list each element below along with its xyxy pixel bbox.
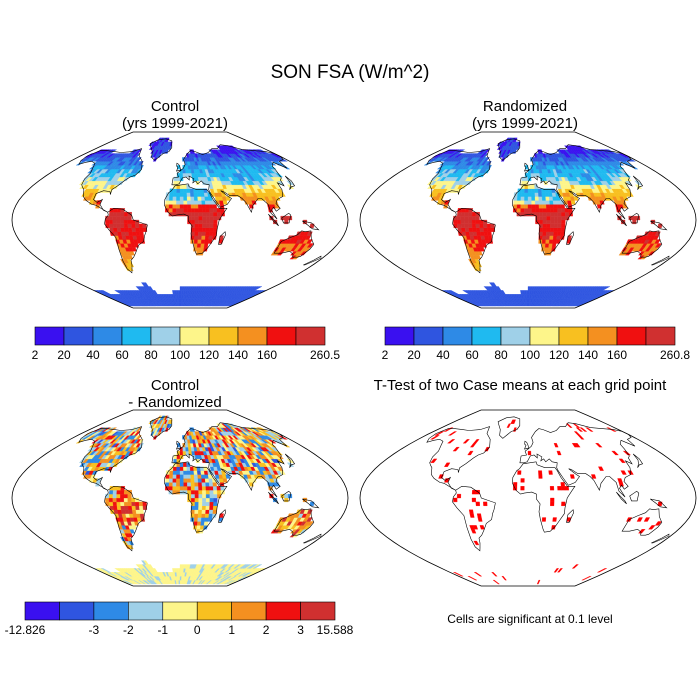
panel-title-line: (yrs 1999-2021) bbox=[472, 115, 578, 132]
panel-title-line: T-Test of two Case means at each grid po… bbox=[373, 377, 667, 394]
map-diff bbox=[11, 409, 349, 587]
colorbar-label: 20 bbox=[407, 348, 421, 362]
colorbar-box bbox=[558, 326, 589, 346]
map-frame bbox=[359, 409, 697, 587]
colorbar-label: 140 bbox=[228, 348, 248, 362]
colorbar-box bbox=[295, 326, 326, 346]
colorbar-label: 60 bbox=[115, 348, 129, 362]
colorbar-box bbox=[266, 326, 297, 346]
colorbar-label: -12.826 bbox=[5, 623, 46, 637]
colorbar-box bbox=[196, 601, 232, 621]
colorbar-box bbox=[162, 601, 198, 621]
colorbar-box bbox=[179, 326, 210, 346]
colorbar-label: 20 bbox=[57, 348, 71, 362]
colorbar-box bbox=[413, 326, 444, 346]
colorbar-label: 40 bbox=[86, 348, 100, 362]
colorbar-box bbox=[616, 326, 647, 346]
coastlines bbox=[426, 416, 670, 552]
map-cells bbox=[75, 137, 315, 307]
colorbar-label: 120 bbox=[549, 348, 569, 362]
coastlines bbox=[78, 138, 322, 274]
colorbar-label: -1 bbox=[157, 623, 168, 637]
colorbar-box bbox=[265, 601, 301, 621]
colorbar-label: 160 bbox=[607, 348, 627, 362]
colorbar-box bbox=[24, 601, 60, 621]
colorbar-box bbox=[121, 326, 152, 346]
colorbar-box bbox=[384, 326, 415, 346]
coastlines bbox=[78, 416, 322, 552]
panel-title-control: Control (yrs 1999-2021) bbox=[45, 98, 305, 132]
panel-title-diff: Control - Randomized bbox=[45, 377, 305, 411]
colorbar-box bbox=[128, 601, 164, 621]
colorbar-label: 80 bbox=[494, 348, 508, 362]
map-frame bbox=[359, 131, 697, 309]
colorbar-label: 60 bbox=[465, 348, 479, 362]
panel-title-ttest: T-Test of two Case means at each grid po… bbox=[345, 377, 695, 394]
colorbar-label: -2 bbox=[123, 623, 134, 637]
colorbar-label: 15.588 bbox=[317, 623, 354, 637]
colorbar-box bbox=[92, 326, 123, 346]
map-frame bbox=[11, 131, 349, 309]
colorbar-label: 2 bbox=[32, 348, 39, 362]
map-cells bbox=[429, 419, 663, 585]
colorbar-label: 260.5 bbox=[310, 348, 340, 362]
map-frame bbox=[11, 409, 349, 587]
colorbar-box bbox=[150, 326, 181, 346]
colorbar-label: 120 bbox=[199, 348, 219, 362]
map-cells bbox=[423, 137, 663, 307]
colorbar-box bbox=[93, 601, 129, 621]
colorbar-label: 260.8 bbox=[660, 348, 690, 362]
colorbar-box bbox=[645, 326, 676, 346]
colorbar-label: 0 bbox=[194, 623, 201, 637]
colorbar-label: 160 bbox=[257, 348, 277, 362]
colorbar-box bbox=[471, 326, 502, 346]
colorbar-label: 100 bbox=[170, 348, 190, 362]
figure-title: SON FSA (W/m^2) bbox=[270, 62, 430, 83]
colorbar-label: 80 bbox=[144, 348, 158, 362]
colorbar-label: 2 bbox=[382, 348, 389, 362]
panel-title-line: Control bbox=[150, 98, 200, 115]
colorbar-box bbox=[231, 601, 267, 621]
map-ttest bbox=[359, 409, 697, 587]
panel-title-randomized: Randomized (yrs 1999-2021) bbox=[395, 98, 655, 132]
panel-title-line: Randomized bbox=[482, 98, 568, 115]
map-randomized bbox=[359, 131, 697, 309]
colorbar-label: 1 bbox=[228, 623, 235, 637]
colorbar-label: 140 bbox=[578, 348, 598, 362]
colorbar-label: 40 bbox=[436, 348, 450, 362]
colorbar-box bbox=[442, 326, 473, 346]
map-control bbox=[11, 131, 349, 309]
colorbar-diff: -12.826 -3 -2 -1 0 1 2 3 15.588 bbox=[5, 601, 354, 637]
colorbar-label: 2 bbox=[263, 623, 270, 637]
colorbar-box bbox=[587, 326, 618, 346]
colorbar-box bbox=[208, 326, 239, 346]
colorbar-control: 2 20 40 60 80 100 120 140 160 260.5 bbox=[32, 326, 340, 362]
colorbar-label: -3 bbox=[89, 623, 100, 637]
significance-note: Cells are significant at 0.1 level bbox=[447, 612, 613, 626]
colorbar-box bbox=[529, 326, 560, 346]
colorbar-box bbox=[59, 601, 95, 621]
panel-title-line: (yrs 1999-2021) bbox=[122, 115, 228, 132]
colorbar-box bbox=[63, 326, 94, 346]
map-cells bbox=[75, 415, 315, 585]
colorbar-label: 100 bbox=[520, 348, 540, 362]
colorbar-box bbox=[500, 326, 531, 346]
panel-title-line: Control bbox=[150, 377, 200, 394]
colorbar-randomized: 2 20 40 60 80 100 120 140 160 260.8 bbox=[382, 326, 690, 362]
coastlines bbox=[426, 138, 670, 274]
colorbar-label: 3 bbox=[297, 623, 304, 637]
colorbar-box bbox=[34, 326, 65, 346]
colorbar-box bbox=[237, 326, 268, 346]
colorbar-box bbox=[300, 601, 336, 621]
panel-title-line: - Randomized bbox=[128, 394, 222, 411]
